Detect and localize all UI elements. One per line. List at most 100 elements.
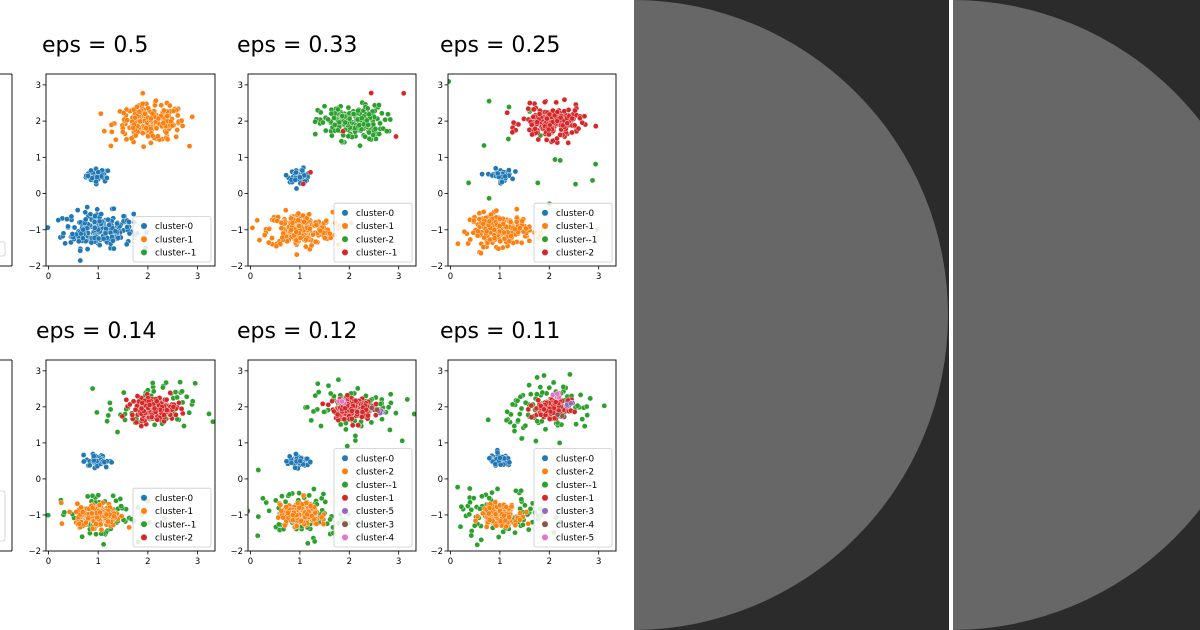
cutoff-panels <box>0 73 13 552</box>
x-tick-label: 1 <box>497 557 502 567</box>
scatter-point <box>293 451 299 457</box>
scatter-point <box>183 393 190 400</box>
x-tick-label: 1 <box>95 272 100 282</box>
scatter-point <box>326 230 333 237</box>
legend-marker <box>341 494 349 502</box>
scatter-point <box>492 165 499 172</box>
scatter-point <box>299 167 306 174</box>
scatter-point <box>472 517 479 524</box>
scatter-point <box>338 138 345 144</box>
scatter-point <box>517 517 523 523</box>
legend-box <box>333 448 413 548</box>
scatter-point <box>288 459 295 466</box>
scatter-point <box>537 384 544 390</box>
scatter-point <box>527 100 533 106</box>
scatter-point <box>518 239 525 246</box>
y-tick-label: −2 <box>230 262 243 272</box>
scatter-point <box>486 195 492 202</box>
scatter-point <box>554 135 560 142</box>
scatter-point <box>535 136 542 143</box>
legend-label: cluster-2 <box>356 468 394 478</box>
scatter-point <box>509 401 516 408</box>
scatter-point <box>297 458 304 464</box>
scatter-point <box>318 514 325 521</box>
scatter-point <box>373 401 379 407</box>
scatter-point <box>500 529 507 535</box>
scatter-point <box>362 133 368 140</box>
scatter-point <box>266 226 273 232</box>
scatter-point <box>466 511 473 518</box>
scatter-point <box>376 131 383 137</box>
scatter-point <box>103 464 109 470</box>
scatter-point <box>486 98 492 104</box>
scatter-point <box>557 157 564 164</box>
scatter-point <box>556 440 563 446</box>
scatter-point <box>304 404 311 411</box>
scatter-point <box>501 512 507 519</box>
scatter-point <box>114 220 120 227</box>
y-tick-label: 0 <box>238 190 243 200</box>
scatter-point <box>479 493 485 500</box>
scatter-point <box>365 412 371 419</box>
scatter-point <box>328 110 335 117</box>
scatter-point <box>177 379 183 385</box>
scatter-point <box>567 371 573 378</box>
scatter-point <box>186 143 193 149</box>
scatter-point <box>138 423 145 429</box>
scatter-point <box>492 511 499 518</box>
scatter-point <box>541 406 547 413</box>
scatter-point <box>310 408 317 415</box>
legend-label: cluster-4 <box>356 534 395 544</box>
scatter-point <box>88 167 94 174</box>
scatter-point <box>526 382 532 388</box>
scatter-point <box>89 505 96 511</box>
scatter-point <box>509 129 516 136</box>
scatter-point <box>295 217 302 224</box>
scatter-point <box>483 228 490 235</box>
scatter-point <box>534 119 540 125</box>
scatter-point <box>522 502 528 509</box>
scatter-point <box>151 421 158 428</box>
half-circle-shape <box>634 0 948 630</box>
scatter-point <box>313 222 320 228</box>
scatter-point <box>153 97 159 104</box>
scatter-point <box>461 228 468 235</box>
legend-marker <box>341 222 349 230</box>
scatter-point <box>529 131 535 138</box>
legend-label: cluster-0 <box>556 454 595 464</box>
y-tick-label: 2 <box>238 403 243 413</box>
scatter-point <box>320 521 327 527</box>
scatter-point <box>279 493 285 499</box>
scatter-point <box>110 237 116 244</box>
scatter-point <box>569 115 575 122</box>
scatter-point <box>153 398 160 405</box>
scatter-point <box>304 540 311 547</box>
scatter-point <box>282 522 288 529</box>
legend-box <box>333 202 413 263</box>
scatter-point <box>153 125 160 132</box>
scatter-point <box>379 416 385 423</box>
scatter-point <box>132 115 138 121</box>
legend-marker <box>140 235 148 243</box>
scatter-point <box>189 114 196 120</box>
y-tick-label: 2 <box>36 403 41 413</box>
scatter-point <box>76 238 82 245</box>
scatter-point <box>363 393 369 399</box>
scatter-point <box>517 510 523 516</box>
scatter-point <box>126 219 132 225</box>
scatter-point <box>134 393 141 399</box>
scatter-point <box>512 529 518 536</box>
scatter-point <box>82 216 89 223</box>
scatter-point <box>565 139 572 146</box>
scatter-point <box>297 235 304 241</box>
scatter-point <box>129 412 136 418</box>
scatter-point <box>573 421 579 428</box>
y-tick-label: 0 <box>36 190 41 200</box>
legend-marker <box>541 507 549 515</box>
scatter-point <box>546 384 553 391</box>
scatter-point <box>506 104 512 110</box>
scatter-point <box>497 455 503 461</box>
scatter-point <box>76 521 82 527</box>
scatter-point <box>491 235 498 241</box>
x-tick-label: 0 <box>248 272 253 282</box>
